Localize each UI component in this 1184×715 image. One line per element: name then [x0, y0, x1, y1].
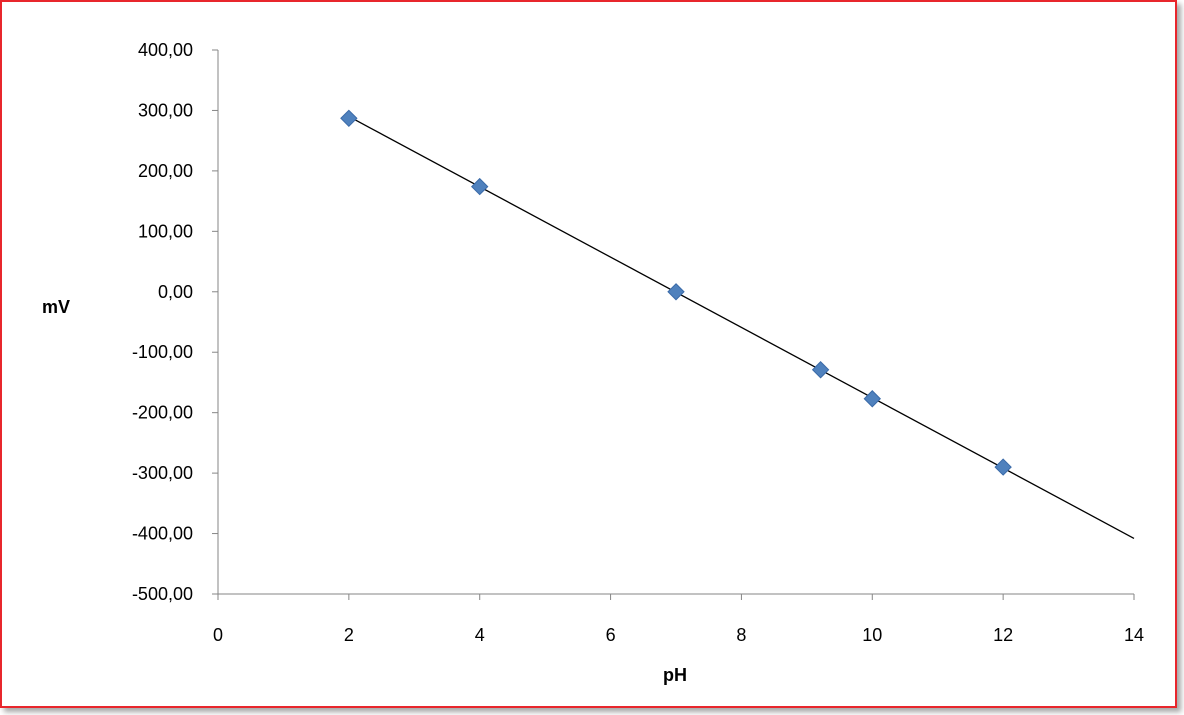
x-tick-label: 0 — [213, 625, 223, 645]
y-axis-title: mV — [42, 297, 70, 317]
x-tick-label: 12 — [993, 625, 1013, 645]
data-point-marker — [994, 458, 1012, 476]
y-tick-label: 300,00 — [138, 100, 193, 120]
y-tick-label: 100,00 — [138, 221, 193, 241]
data-points — [340, 109, 1012, 476]
y-tick-label: -100,00 — [132, 342, 193, 362]
x-tick-label: 8 — [736, 625, 746, 645]
x-tick-label: 10 — [862, 625, 882, 645]
x-tick-labels: 0 2 4 6 8 10 12 14 — [213, 625, 1144, 645]
y-tick-label: 400,00 — [138, 40, 193, 60]
x-tick-label: 4 — [475, 625, 485, 645]
trendline — [348, 115, 1135, 539]
x-axis-ticks — [217, 594, 1135, 600]
y-tick-label: 0,00 — [158, 282, 193, 302]
y-tick-labels: 400,00 300,00 200,00 100,00 0,00 -100,00 -200,… — [132, 40, 193, 604]
y-axis-ticks — [212, 49, 218, 595]
data-point-marker — [863, 390, 881, 408]
y-tick-label: -400,00 — [132, 524, 193, 544]
x-tick-label: 14 — [1124, 625, 1144, 645]
data-point-marker — [667, 283, 685, 301]
trendline-group — [348, 115, 1135, 539]
x-tick-label: 6 — [606, 625, 616, 645]
y-tick-label: -200,00 — [132, 403, 193, 423]
data-point-marker — [811, 361, 830, 379]
y-tick-label: -500,00 — [132, 584, 193, 604]
y-tick-label: -300,00 — [132, 463, 193, 483]
y-tick-label: 200,00 — [138, 161, 193, 181]
x-axis-title: pH — [663, 665, 687, 685]
data-point-marker — [340, 109, 358, 128]
data-point-marker — [471, 177, 489, 196]
x-tick-label: 2 — [344, 625, 354, 645]
